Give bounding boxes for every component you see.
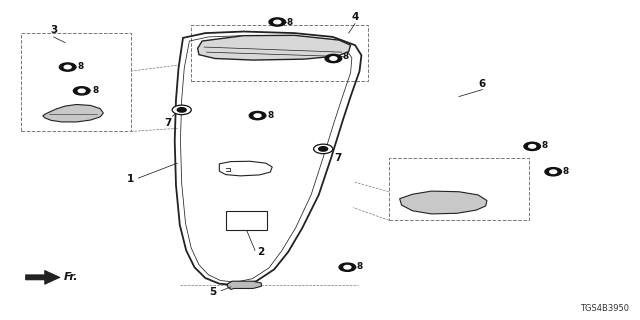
Text: 5: 5 — [209, 287, 217, 297]
Circle shape — [339, 263, 356, 271]
Text: TGS4B3950: TGS4B3950 — [580, 304, 629, 313]
FancyBboxPatch shape — [191, 25, 369, 81]
Circle shape — [550, 170, 557, 173]
Circle shape — [254, 114, 261, 117]
Text: 8: 8 — [357, 262, 364, 271]
Circle shape — [344, 266, 351, 269]
Bar — [226, 212, 267, 230]
Circle shape — [524, 142, 540, 150]
Circle shape — [269, 18, 285, 26]
Polygon shape — [399, 191, 487, 214]
Text: 8: 8 — [343, 52, 349, 61]
Text: 8: 8 — [93, 86, 99, 95]
Text: 1: 1 — [127, 174, 134, 184]
Text: 3: 3 — [50, 25, 57, 35]
Circle shape — [319, 147, 328, 151]
Text: 8: 8 — [268, 111, 274, 120]
Text: 8: 8 — [287, 18, 293, 27]
Text: Fr.: Fr. — [64, 272, 78, 282]
Circle shape — [545, 168, 561, 176]
Circle shape — [325, 54, 342, 63]
Polygon shape — [228, 281, 261, 289]
Circle shape — [64, 65, 71, 69]
Circle shape — [274, 20, 281, 24]
Polygon shape — [198, 35, 351, 60]
Circle shape — [330, 57, 337, 60]
Text: 7: 7 — [334, 153, 341, 163]
Text: 7: 7 — [164, 118, 172, 128]
Text: 6: 6 — [479, 79, 486, 89]
Text: 4: 4 — [351, 12, 359, 22]
Text: 8: 8 — [563, 167, 569, 176]
Text: 8: 8 — [77, 62, 83, 71]
Circle shape — [60, 63, 76, 71]
Circle shape — [314, 144, 333, 154]
Polygon shape — [26, 270, 60, 284]
Circle shape — [78, 89, 85, 92]
Text: 8: 8 — [541, 141, 548, 150]
Circle shape — [172, 105, 191, 115]
Polygon shape — [43, 105, 103, 122]
Circle shape — [529, 145, 536, 148]
Text: 2: 2 — [257, 247, 265, 257]
FancyBboxPatch shape — [20, 33, 131, 132]
FancyBboxPatch shape — [389, 158, 529, 220]
Circle shape — [177, 108, 186, 112]
Circle shape — [74, 87, 90, 95]
Circle shape — [249, 111, 266, 120]
